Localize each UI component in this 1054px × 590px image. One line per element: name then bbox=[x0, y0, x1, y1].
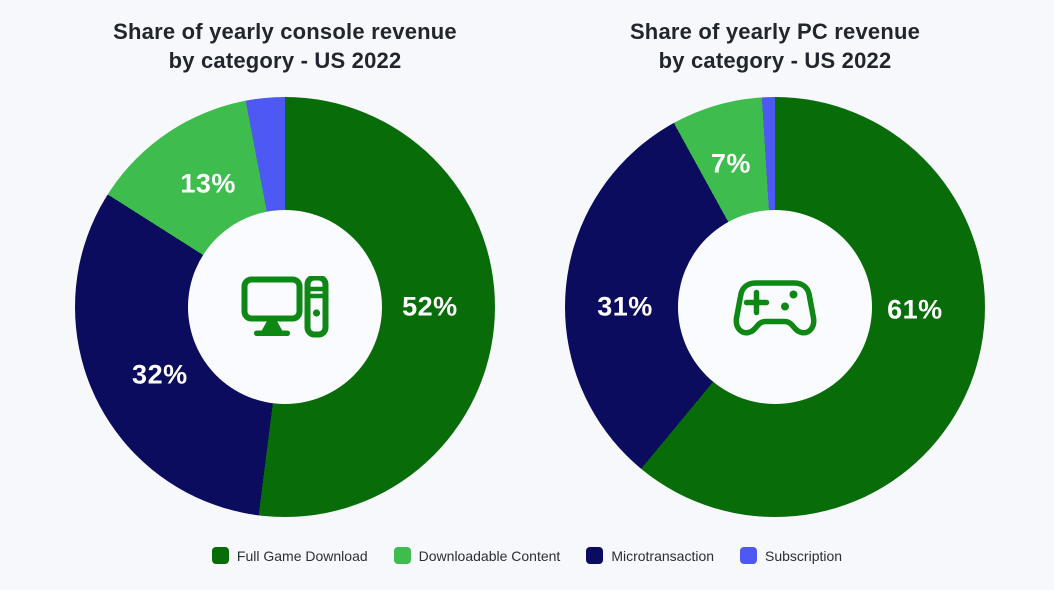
legend-label-downloadable-content: Downloadable Content bbox=[418, 547, 561, 564]
console-donut-hole bbox=[188, 210, 382, 405]
console-chart-title: Share of yearly console revenue by categ… bbox=[75, 18, 495, 75]
slice-label: 52% bbox=[402, 291, 458, 322]
slice-label: 13% bbox=[180, 168, 236, 199]
legend-label-microtransaction: Microtransaction bbox=[611, 547, 715, 564]
pc-chart-section: Share of yearly PC revenue by category -… bbox=[565, 18, 985, 518]
pc-chart-title-line2: by category - US 2022 bbox=[658, 47, 892, 73]
legend-swatch-full-game-download bbox=[211, 547, 229, 564]
chart-legend: Full Game Download Downloadable Content … bbox=[0, 547, 1054, 564]
pc-chart-title: Share of yearly PC revenue by category -… bbox=[565, 18, 985, 75]
gamepad-icon bbox=[733, 280, 817, 336]
legend-item-full-game-download: Full Game Download bbox=[211, 547, 368, 564]
console-chart-title-line1: Share of yearly console revenue bbox=[113, 19, 457, 44]
slice-label: 61% bbox=[887, 294, 943, 325]
legend-swatch-downloadable-content bbox=[393, 547, 411, 564]
desktop-computer-icon bbox=[241, 276, 329, 338]
console-donut-chart: 52% 32% 13% bbox=[75, 97, 495, 518]
legend-item-microtransaction: Microtransaction bbox=[586, 547, 714, 564]
pc-donut-hole bbox=[678, 210, 872, 405]
slice-label: 32% bbox=[132, 359, 188, 390]
console-chart-title-line2: by category - US 2022 bbox=[168, 47, 402, 73]
legend-label-subscription: Subscription bbox=[765, 547, 843, 564]
legend-label-full-game-download: Full Game Download bbox=[236, 547, 368, 564]
legend-item-subscription: Subscription bbox=[740, 547, 842, 564]
pc-donut-chart: 61% 31% 7% bbox=[565, 97, 985, 518]
console-chart-section: Share of yearly console revenue by categ… bbox=[75, 18, 495, 518]
legend-swatch-microtransaction bbox=[586, 547, 604, 564]
slice-label: 7% bbox=[710, 148, 751, 179]
pc-chart-title-line1: Share of yearly PC revenue bbox=[629, 19, 921, 44]
legend-swatch-subscription bbox=[740, 547, 758, 564]
slice-label: 31% bbox=[597, 291, 653, 322]
legend-item-downloadable-content: Downloadable Content bbox=[393, 547, 561, 564]
